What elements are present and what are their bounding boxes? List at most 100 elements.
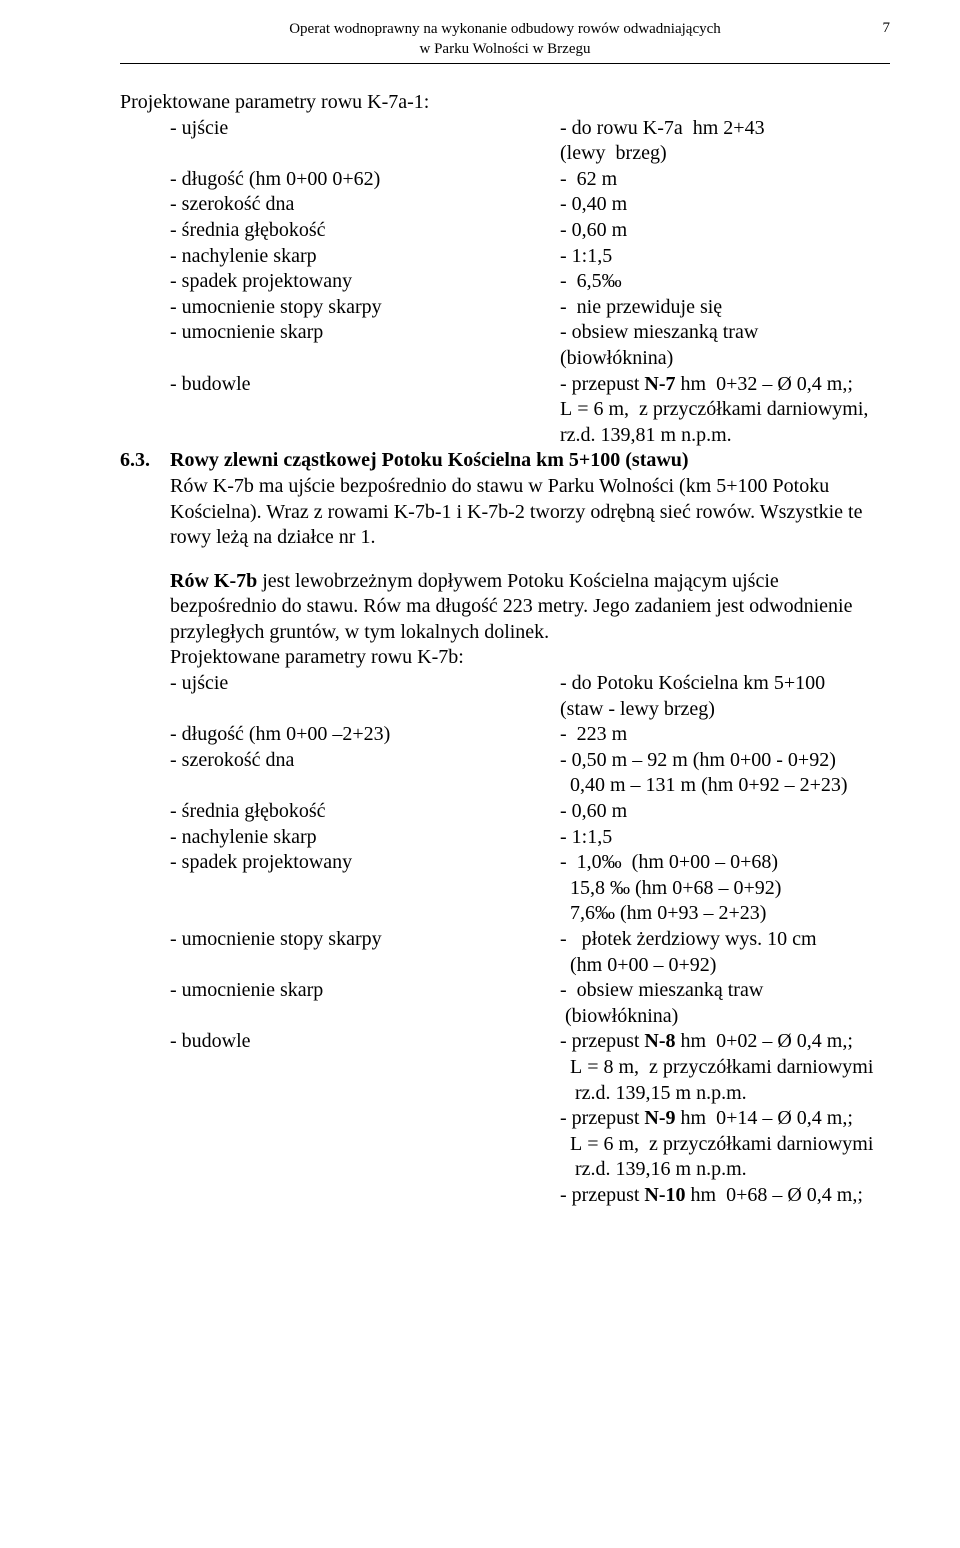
param-label xyxy=(170,397,560,423)
param-list-2: - ujście- do Potoku Kościelna km 5+100(s… xyxy=(120,671,890,1029)
intro-1: Projektowane parametry rowu K-7a-1: xyxy=(120,90,890,116)
param-value: - przepust N-9 hm 0+14 – Ø 0,4 m,; xyxy=(560,1106,890,1132)
param-label xyxy=(170,423,560,449)
param-value: - 0,60 m xyxy=(560,799,890,825)
page-header: Operat wodnoprawny na wykonanie odbudowy… xyxy=(120,20,890,59)
param-value: - 0,60 m xyxy=(560,218,890,244)
param-value: - 223 m xyxy=(560,722,890,748)
param-value: - przepust N-8 hm 0+02 – Ø 0,4 m,; xyxy=(560,1029,890,1055)
param-label: - budowle xyxy=(170,372,560,398)
param-row: - umocnienie stopy skarpy- płotek żerdzi… xyxy=(120,927,890,953)
param-value: - 6,5‰ xyxy=(560,269,890,295)
param-value: - przepust N-10 hm 0+68 – Ø 0,4 m,; xyxy=(560,1183,890,1209)
param-row: - umocnienie skarp- obsiew mieszanką tra… xyxy=(120,320,890,346)
param-label xyxy=(170,141,560,167)
header-line2: w Parku Wolności w Brzegu xyxy=(420,41,591,57)
param-list-2-budowle: - budowle- przepust N-8 hm 0+02 – Ø 0,4 … xyxy=(120,1029,890,1208)
param-label xyxy=(170,1106,560,1132)
param-value: - płotek żerdziowy wys. 10 cm xyxy=(560,927,890,953)
param-row: rz.d. 139,15 m n.p.m. xyxy=(120,1081,890,1107)
param-value: - 0,50 m – 92 m (hm 0+00 - 0+92) xyxy=(560,748,890,774)
param-label: - ujście xyxy=(170,671,560,697)
param-label: - umocnienie skarp xyxy=(170,320,560,346)
param-value: (hm 0+00 – 0+92) xyxy=(560,953,890,979)
param-label: - ujście xyxy=(170,116,560,142)
param-label: - długość (hm 0+00 –2+23) xyxy=(170,722,560,748)
param-row: - przepust N-10 hm 0+68 – Ø 0,4 m,; xyxy=(120,1183,890,1209)
param-row: - długość (hm 0+00 0+62)- 62 m xyxy=(120,167,890,193)
param-label: - umocnienie stopy skarpy xyxy=(170,927,560,953)
param-label xyxy=(170,1055,560,1081)
param-row: L = 6 m, z przyczółkami darniowymi, xyxy=(120,397,890,423)
header-title: Operat wodnoprawny na wykonanie odbudowy… xyxy=(120,20,890,59)
param-label xyxy=(170,697,560,723)
param-value: - do rowu K-7a hm 2+43 xyxy=(560,116,890,142)
param-row: rz.d. 139,16 m n.p.m. xyxy=(120,1157,890,1183)
param-value: (biowłóknina) xyxy=(560,1004,890,1030)
param-value: (lewy brzeg) xyxy=(560,141,890,167)
param-value: - 0,40 m xyxy=(560,192,890,218)
param-value: rz.d. 139,16 m n.p.m. xyxy=(560,1157,890,1183)
param-row: rz.d. 139,81 m n.p.m. xyxy=(120,423,890,449)
param-value: 15,8 ‰ (hm 0+68 – 0+92) xyxy=(560,876,890,902)
param-value: - do Potoku Kościelna km 5+100 xyxy=(560,671,890,697)
param-row: (biowłóknina) xyxy=(120,1004,890,1030)
section-number: 6.3. xyxy=(120,448,170,474)
param-value: 7,6‰ (hm 0+93 – 2+23) xyxy=(560,901,890,927)
document-page: Operat wodnoprawny na wykonanie odbudowy… xyxy=(0,0,960,1548)
param-value: - nie przewiduje się xyxy=(560,295,890,321)
row-k7b-text: jest lewobrzeżnym dopływem Potoku Koście… xyxy=(170,570,852,643)
header-line1: Operat wodnoprawny na wykonanie odbudowy… xyxy=(289,21,721,37)
param-row: 7,6‰ (hm 0+93 – 2+23) xyxy=(120,901,890,927)
param-value: - 1:1,5 xyxy=(560,825,890,851)
param-label xyxy=(170,901,560,927)
param-row: - spadek projektowany- 1,0‰ (hm 0+00 – 0… xyxy=(120,850,890,876)
param-row: - spadek projektowany- 6,5‰ xyxy=(120,269,890,295)
param-row: L = 6 m, z przyczółkami darniowymi xyxy=(120,1132,890,1158)
param-row: - budowle- przepust N-8 hm 0+02 – Ø 0,4 … xyxy=(120,1029,890,1055)
param-label xyxy=(170,346,560,372)
section-paragraph-1: Rów K-7b ma ujście bezpośrednio do stawu… xyxy=(120,474,890,551)
param-value: - obsiew mieszanką traw xyxy=(560,978,890,1004)
param-label xyxy=(170,773,560,799)
header-rule xyxy=(120,63,890,64)
param-label xyxy=(170,1081,560,1107)
param-row: 15,8 ‰ (hm 0+68 – 0+92) xyxy=(120,876,890,902)
param-value: 0,40 m – 131 m (hm 0+92 – 2+23) xyxy=(560,773,890,799)
param-row: - długość (hm 0+00 –2+23)- 223 m xyxy=(120,722,890,748)
param-row: - budowle- przepust N-7 hm 0+32 – Ø 0,4 … xyxy=(120,372,890,398)
param-label xyxy=(170,1004,560,1030)
param-value: (biowłóknina) xyxy=(560,346,890,372)
intro-2: Projektowane parametry rowu K-7b: xyxy=(120,645,890,671)
param-label xyxy=(170,1183,560,1209)
param-value: rz.d. 139,81 m n.p.m. xyxy=(560,423,890,449)
param-label: - budowle xyxy=(170,1029,560,1055)
param-value: L = 6 m, z przyczółkami darniowymi, xyxy=(560,397,890,423)
spacer xyxy=(120,551,890,569)
param-value: - przepust N-7 hm 0+32 – Ø 0,4 m,; xyxy=(560,372,890,398)
param-label: - umocnienie skarp xyxy=(170,978,560,1004)
row-k7b-label: Rów K-7b xyxy=(170,570,257,592)
param-value: rz.d. 139,15 m n.p.m. xyxy=(560,1081,890,1107)
param-value: - 1,0‰ (hm 0+00 – 0+68) xyxy=(560,850,890,876)
param-row: - szerokość dna- 0,50 m – 92 m (hm 0+00 … xyxy=(120,748,890,774)
param-row: - ujście- do Potoku Kościelna km 5+100 xyxy=(120,671,890,697)
param-row: (hm 0+00 – 0+92) xyxy=(120,953,890,979)
param-label xyxy=(170,1132,560,1158)
param-row: - szerokość dna- 0,40 m xyxy=(120,192,890,218)
param-label xyxy=(170,1157,560,1183)
param-value: (staw - lewy brzeg) xyxy=(560,697,890,723)
param-row: - średnia głębokość- 0,60 m xyxy=(120,218,890,244)
param-row: - nachylenie skarp- 1:1,5 xyxy=(120,244,890,270)
param-value: - 1:1,5 xyxy=(560,244,890,270)
section-heading: 6.3. Rowy zlewni cząstkowej Potoku Kości… xyxy=(120,448,890,474)
param-row: - nachylenie skarp- 1:1,5 xyxy=(120,825,890,851)
param-row: (lewy brzeg) xyxy=(120,141,890,167)
section-paragraph-2: Rów K-7b jest lewobrzeżnym dopływem Poto… xyxy=(120,569,890,646)
param-value: - 62 m xyxy=(560,167,890,193)
param-label xyxy=(170,876,560,902)
section-title: Rowy zlewni cząstkowej Potoku Kościelna … xyxy=(170,448,890,474)
param-label: - nachylenie skarp xyxy=(170,825,560,851)
param-row: - umocnienie stopy skarpy- nie przewiduj… xyxy=(120,295,890,321)
param-label: - spadek projektowany xyxy=(170,850,560,876)
